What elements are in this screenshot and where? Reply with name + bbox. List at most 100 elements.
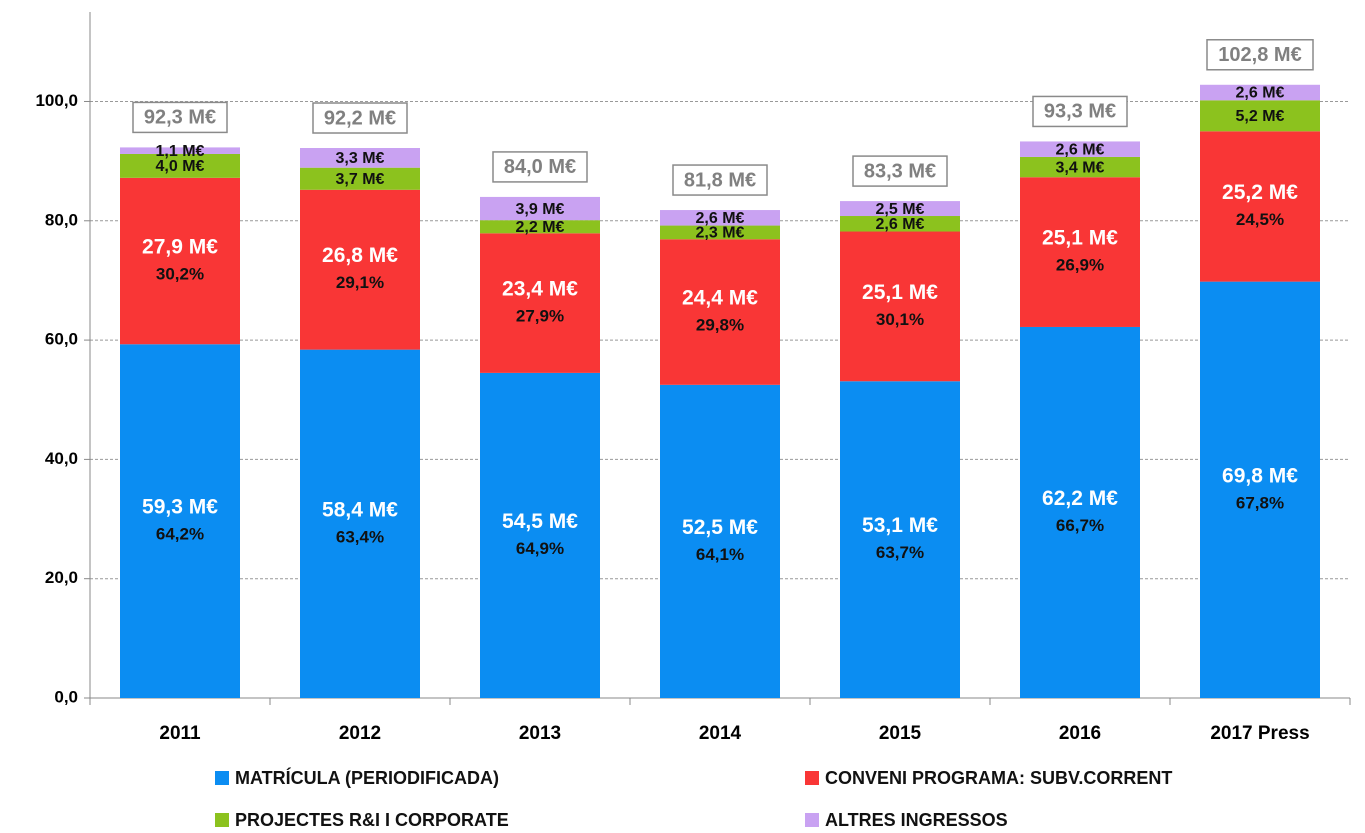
bar-segment xyxy=(480,372,600,698)
legend-label: ALTRES INGRESSOS xyxy=(825,810,1008,830)
share-label: 29,8% xyxy=(696,316,744,335)
bar-segment xyxy=(840,201,960,217)
share-label: 64,1% xyxy=(696,545,744,564)
x-tick-label: 2011 xyxy=(159,723,201,744)
share-label: 64,9% xyxy=(516,539,564,558)
legend-swatch xyxy=(805,813,819,827)
bar-segment xyxy=(120,147,240,154)
share-label: 24,5% xyxy=(1236,210,1284,229)
x-tick-label: 2014 xyxy=(699,723,742,744)
bar-segment xyxy=(1020,156,1140,178)
y-tick-label: 0,0 xyxy=(54,687,78,706)
value-label: 2,2 M€ xyxy=(516,219,565,236)
share-label: 26,9% xyxy=(1056,256,1104,275)
value-label: 52,5 M€ xyxy=(682,516,758,539)
value-label: 2,6 M€ xyxy=(696,210,745,227)
bar-segment xyxy=(1020,326,1140,698)
x-tick-label: 2017 Press xyxy=(1210,723,1309,744)
bar-segment xyxy=(840,381,960,698)
value-label: 59,3 M€ xyxy=(142,496,218,519)
total-box xyxy=(852,155,948,187)
value-label: 58,4 M€ xyxy=(322,498,398,521)
value-label: 2,3 M€ xyxy=(696,225,745,242)
bar-segment xyxy=(300,148,420,168)
y-tick-label: 100,0 xyxy=(35,91,78,110)
x-tick-label: 2016 xyxy=(1059,723,1101,744)
x-tick-label: 2015 xyxy=(879,723,922,744)
value-label: 27,9 M€ xyxy=(142,236,218,259)
share-label: 64,2% xyxy=(156,525,204,544)
value-label: 25,1 M€ xyxy=(862,281,938,304)
bar-segment xyxy=(1020,177,1140,327)
value-label: 69,8 M€ xyxy=(1222,464,1298,487)
total-label: 83,3 M€ xyxy=(864,160,936,182)
bar-segment xyxy=(660,239,780,385)
legend-swatch xyxy=(215,813,229,827)
bar-segment xyxy=(120,177,240,345)
value-label: 23,4 M€ xyxy=(502,278,578,301)
value-label: 54,5 M€ xyxy=(502,510,578,533)
total-box xyxy=(312,102,408,134)
total-label: 84,0 M€ xyxy=(504,156,576,178)
y-tick-label: 20,0 xyxy=(45,568,78,587)
bar-segment xyxy=(300,167,420,190)
value-label: 25,2 M€ xyxy=(1222,181,1298,204)
total-box xyxy=(672,164,768,196)
total-label: 92,3 M€ xyxy=(144,107,216,129)
x-tick-label: 2013 xyxy=(519,723,561,744)
bar-segment xyxy=(660,210,780,226)
bar-segment xyxy=(1200,281,1320,698)
bar-segment xyxy=(660,384,780,698)
bar-segment xyxy=(120,344,240,698)
value-label: 5,2 M€ xyxy=(1236,108,1285,125)
share-label: 30,1% xyxy=(876,310,924,329)
total-box xyxy=(1206,39,1314,71)
total-label: 93,3 M€ xyxy=(1044,101,1116,123)
value-label: 4,0 M€ xyxy=(156,158,205,175)
share-label: 30,2% xyxy=(156,265,204,284)
share-label: 66,7% xyxy=(1056,516,1104,535)
total-box xyxy=(132,101,228,134)
value-label: 3,4 M€ xyxy=(1056,159,1105,176)
y-tick-label: 60,0 xyxy=(45,330,78,349)
value-label: 2,6 M€ xyxy=(1056,141,1105,158)
bar-segment xyxy=(480,233,600,373)
value-label: 62,2 M€ xyxy=(1042,487,1118,510)
value-label: 2,5 M€ xyxy=(876,201,925,218)
bar-segment xyxy=(1200,84,1320,101)
total-label: 102,8 M€ xyxy=(1218,44,1301,66)
value-label: 1,1 M€ xyxy=(156,143,205,160)
bar-segment xyxy=(840,216,960,232)
value-label: 3,3 M€ xyxy=(336,150,385,167)
share-label: 67,8% xyxy=(1236,493,1284,512)
y-tick-label: 40,0 xyxy=(45,449,78,468)
total-box xyxy=(1032,95,1128,128)
value-label: 26,8 M€ xyxy=(322,244,398,267)
value-label: 3,9 M€ xyxy=(516,201,565,218)
share-label: 27,9% xyxy=(516,307,564,326)
bar-segment xyxy=(1020,141,1140,157)
value-label: 25,1 M€ xyxy=(1042,227,1118,250)
legend-label: MATRÍCULA (PERIODIFICADA) xyxy=(235,767,499,788)
total-label: 81,8 M€ xyxy=(684,169,756,191)
legend-swatch xyxy=(805,771,819,785)
value-label: 53,1 M€ xyxy=(862,514,938,537)
value-label: 3,7 M€ xyxy=(336,171,385,188)
legend-label: CONVENI PROGRAMA: SUBV.CORRENT xyxy=(825,768,1172,788)
bar-segment xyxy=(1200,100,1320,132)
legend-label: PROJECTES R&I I CORPORATE xyxy=(235,810,509,830)
bar-segment xyxy=(480,220,600,234)
value-label: 24,4 M€ xyxy=(682,287,758,310)
y-tick-label: 80,0 xyxy=(45,210,78,229)
x-tick-label: 2012 xyxy=(339,723,381,744)
bar-segment xyxy=(300,349,420,698)
total-box xyxy=(492,151,588,183)
bar-segment xyxy=(480,196,600,221)
share-label: 29,1% xyxy=(336,273,384,292)
legend-swatch xyxy=(215,771,229,785)
value-label: 2,6 M€ xyxy=(876,216,925,233)
bar-segment xyxy=(660,225,780,240)
share-label: 63,4% xyxy=(336,527,384,546)
bar-segment xyxy=(120,153,240,178)
value-label: 2,6 M€ xyxy=(1236,85,1285,102)
